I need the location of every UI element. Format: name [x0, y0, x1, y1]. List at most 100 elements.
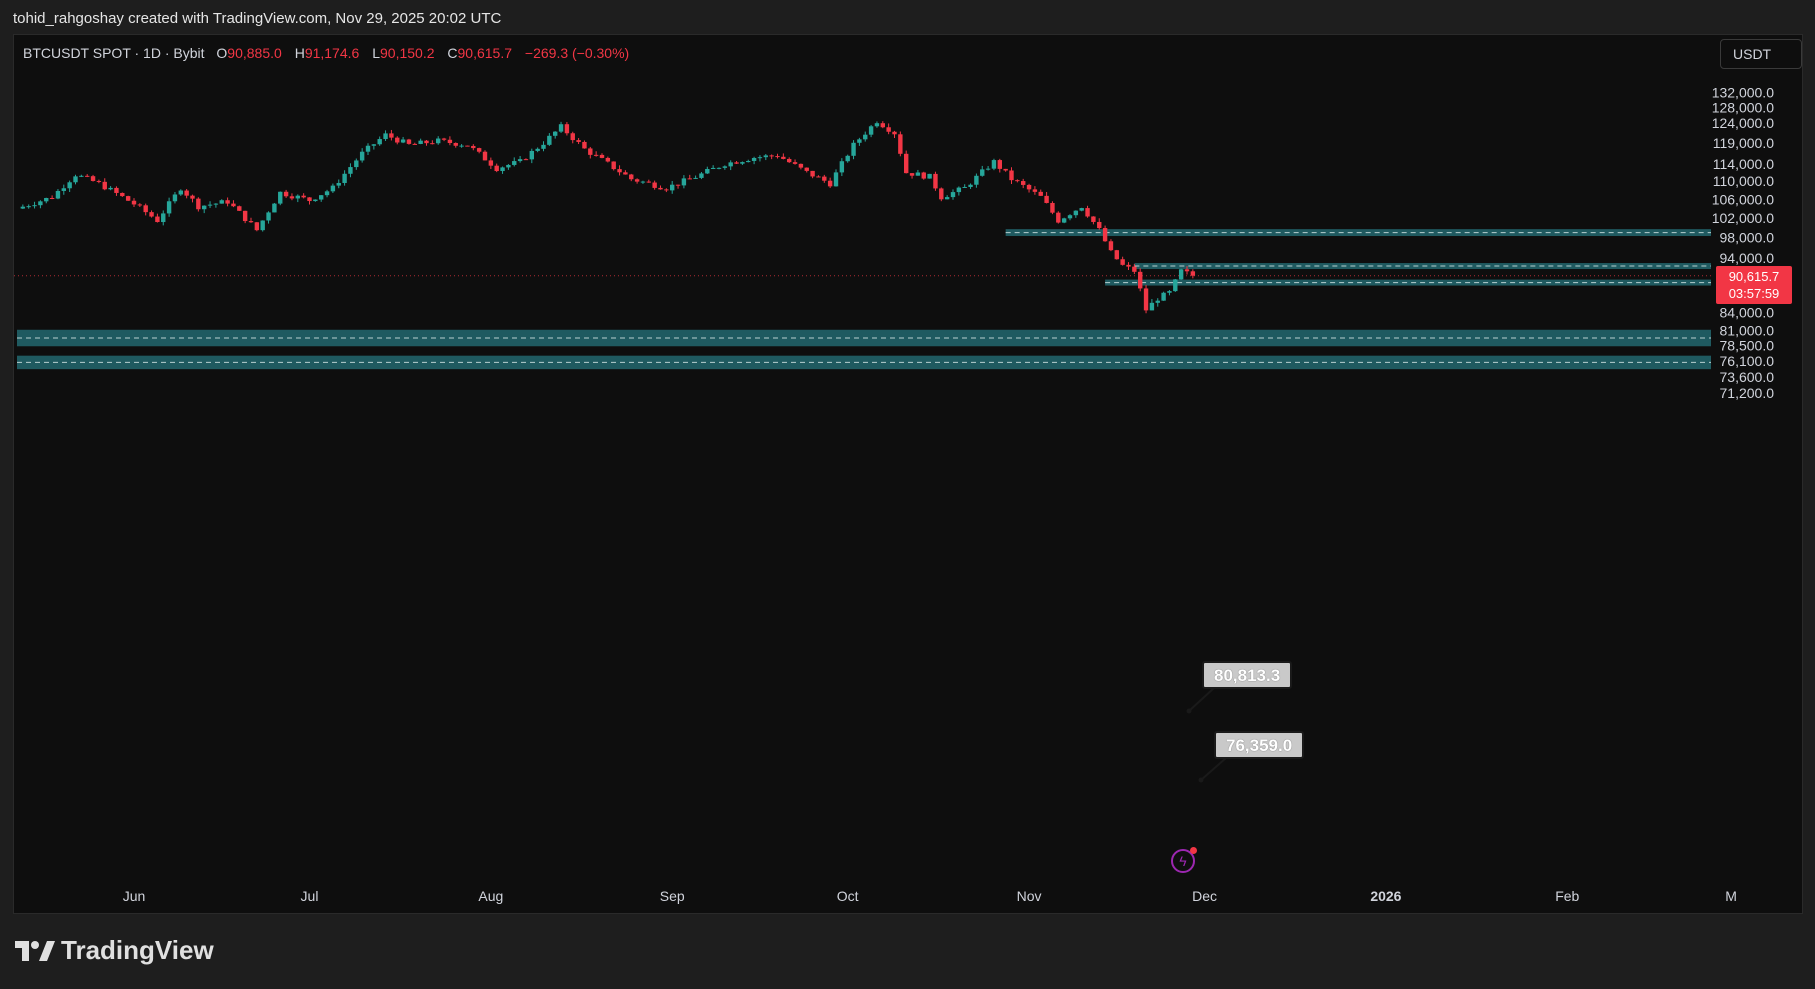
candle-body [389, 133, 394, 138]
candle-body [1184, 269, 1190, 272]
candle-body [137, 204, 143, 206]
candle-body [1085, 208, 1090, 217]
y-axis-label: 114,000.0 [1713, 156, 1774, 172]
symbol-label[interactable]: BTCUSDT SPOT · 1D · Bybit [23, 45, 205, 61]
chart-panel[interactable]: 132,000.0 128,000.0 124,000.0 119,000.0 114,… [13, 34, 1803, 914]
candle-body [1155, 300, 1160, 303]
candle-body [857, 139, 862, 143]
candle-body [482, 151, 488, 161]
candle-body [980, 169, 985, 176]
candle-body [898, 134, 903, 154]
candle-body [67, 182, 72, 189]
candle-body [629, 174, 634, 180]
candle-body [441, 138, 447, 140]
x-axis-label: Jul [301, 888, 319, 904]
y-axis-label: 73,600.0 [1720, 369, 1775, 385]
candle-body [681, 178, 687, 186]
candle-body [845, 155, 850, 162]
candle-body [406, 139, 412, 144]
candle-body [1190, 271, 1196, 276]
candle-body [289, 196, 295, 199]
candle-body [1167, 291, 1172, 293]
candle-body [798, 163, 804, 168]
x-axis-label: M [1725, 888, 1737, 904]
close-label: C [447, 45, 458, 61]
candle-body [1021, 181, 1026, 185]
candle-body [740, 162, 745, 164]
x-axis-label: Feb [1555, 888, 1579, 904]
last-price-tag: 90,615.7 03:57:59 [1716, 265, 1792, 304]
candle-body [599, 154, 605, 158]
price-callout-80813[interactable]: 80,813.3 [1202, 661, 1293, 689]
candle-body [330, 185, 336, 192]
candle-body [728, 162, 733, 167]
candle-body [342, 173, 347, 183]
x-axis-label: 2026 [1370, 888, 1401, 904]
candle-body [787, 158, 792, 163]
candle-body [1067, 215, 1073, 219]
candle-body [816, 176, 821, 178]
candle-body [646, 181, 651, 183]
candle-body [254, 222, 260, 231]
candle-body [207, 204, 213, 206]
candle-body [781, 156, 786, 159]
y-axis-label: 71,200.0 [1720, 385, 1775, 401]
high-value: 91,174.6 [304, 45, 360, 61]
candle-body [792, 162, 798, 164]
candle-body [962, 186, 967, 188]
candle-body [541, 144, 546, 149]
candle-body [336, 182, 341, 186]
candle-body [927, 173, 932, 179]
candle-body [693, 177, 698, 179]
candle-body [553, 131, 558, 136]
candle-body [418, 140, 423, 144]
candle-body [512, 161, 517, 165]
candle-body [383, 133, 388, 140]
candle-body [1108, 241, 1114, 251]
candle-body [125, 196, 131, 201]
candle-body [1079, 208, 1084, 211]
open-value: 90,885.0 [227, 45, 282, 61]
candle-body [172, 194, 178, 202]
candle-body [909, 173, 915, 176]
candle-body [1132, 266, 1137, 272]
candle-body [950, 192, 956, 198]
candle-body [1126, 264, 1131, 267]
candle-body [219, 200, 224, 204]
callout-anchor-1 [1198, 777, 1204, 783]
tradingview-logo-icon [15, 940, 55, 961]
candle-body [295, 195, 300, 199]
candle-body [617, 169, 622, 173]
candle-body [371, 144, 377, 146]
candle-body [605, 157, 611, 162]
candle-body [564, 124, 570, 134]
price-callout-76359[interactable]: 76,359.0 [1214, 731, 1305, 759]
candle-body [38, 201, 43, 206]
candle-body [1038, 191, 1043, 196]
candle-body [705, 169, 710, 174]
currency-button[interactable]: USDT [1720, 39, 1802, 69]
candle-body [1032, 189, 1038, 192]
candle-body [1026, 184, 1032, 190]
candle-body [114, 187, 119, 193]
y-axis-label: 81,000.0 [1720, 322, 1775, 338]
candle-body [143, 205, 148, 213]
candle-body [716, 167, 722, 169]
candle-body [471, 145, 476, 149]
candle-body [874, 123, 880, 127]
candle-body [453, 142, 458, 146]
candle-body [1009, 170, 1014, 181]
candle-body [880, 123, 885, 128]
candle-body [664, 189, 669, 191]
candle-body [149, 212, 154, 217]
candle-body [44, 198, 49, 202]
y-axis-label: 119,000.0 [1713, 135, 1774, 151]
candle-body [1138, 271, 1143, 289]
flash-icon[interactable]: ϟ [1171, 847, 1197, 873]
candle-body [1114, 250, 1119, 260]
candle-body [1173, 279, 1178, 292]
candle-body [26, 206, 31, 208]
candle-body [1050, 202, 1055, 213]
candle-body [155, 216, 160, 223]
